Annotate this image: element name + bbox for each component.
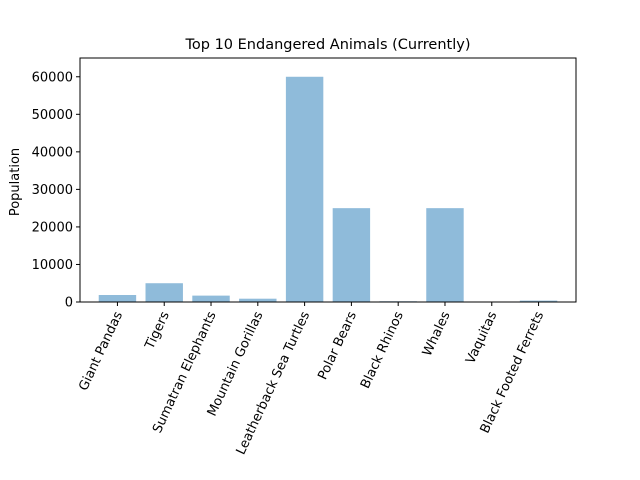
y-tick-label: 10000 bbox=[32, 258, 73, 273]
plot-frame bbox=[79, 57, 577, 303]
y-axis-label: Population bbox=[8, 148, 23, 216]
x-tick-label: Giant Pandas bbox=[76, 309, 126, 393]
bar-whales bbox=[426, 208, 464, 302]
bar-black-footed-ferrets bbox=[519, 300, 558, 302]
bar-giant-pandas bbox=[98, 295, 137, 302]
bar-leatherback-sea-turtles bbox=[285, 76, 324, 303]
y-tick-label: 60000 bbox=[32, 70, 73, 85]
bars-group bbox=[98, 76, 558, 303]
x-tick-label: Whales bbox=[420, 309, 454, 359]
y-tick-label: 20000 bbox=[32, 220, 73, 235]
y-axis-ticks: 0 10000 20000 30000 40000 50000 60000 bbox=[32, 70, 80, 311]
bar-mountain-gorillas bbox=[239, 298, 277, 302]
y-tick-label: 40000 bbox=[32, 145, 73, 160]
bar-tigers bbox=[145, 283, 183, 302]
y-tick-label: 50000 bbox=[32, 108, 73, 123]
x-tick-label: Polar Bears bbox=[315, 309, 360, 382]
x-tick-label: Tigers bbox=[142, 309, 173, 352]
x-tick-label: Black Rhinos bbox=[358, 309, 407, 391]
y-tick-label: 30000 bbox=[32, 183, 73, 198]
x-tick-label: Vaquitas bbox=[463, 309, 500, 366]
bar-polar-bears bbox=[332, 208, 371, 302]
y-tick-label: 0 bbox=[65, 296, 73, 311]
chart-title: Top 10 Endangered Animals (Currently) bbox=[185, 37, 471, 53]
bar-sumatran-elephants bbox=[192, 295, 230, 302]
